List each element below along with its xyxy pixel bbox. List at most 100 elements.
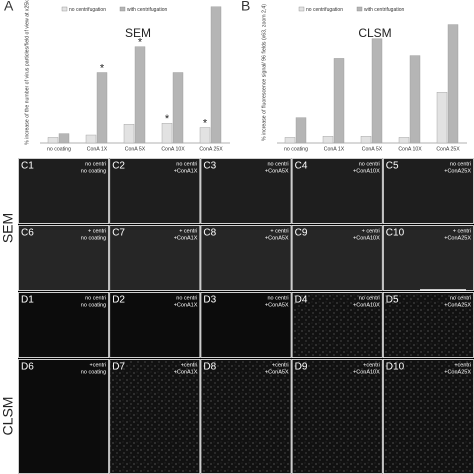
- panel-id: C9: [295, 228, 308, 239]
- image-panel: [382, 359, 474, 474]
- panel-letter: B: [241, 0, 250, 14]
- panel-caption: +centri: [363, 362, 380, 368]
- panel-id: D3: [203, 295, 216, 306]
- panel-caption: no centri: [267, 161, 288, 167]
- bar: [295, 117, 307, 144]
- bar: [96, 72, 108, 144]
- panel-caption: +ConA10X: [353, 302, 380, 308]
- panel-id: C8: [203, 228, 216, 239]
- x-tick-label: ConA 10X: [161, 146, 185, 152]
- bar: [436, 92, 448, 144]
- panel-caption: + centri: [88, 228, 106, 234]
- panel-caption: no centri: [359, 295, 380, 301]
- x-tick-label: ConA 25X: [436, 146, 460, 152]
- bar: [172, 72, 184, 144]
- panel-id: C7: [112, 228, 125, 239]
- image-panel: [382, 158, 474, 224]
- bar: [58, 133, 70, 144]
- panel-caption: +centri: [454, 362, 471, 368]
- legend-swatch: [119, 6, 126, 12]
- panel-caption: no coating: [81, 235, 106, 241]
- image-panel: [18, 158, 110, 224]
- legend-label: with centrifugation: [127, 7, 168, 13]
- image-panel: [18, 359, 110, 474]
- x-tick-label: ConA 5X: [362, 146, 383, 152]
- panel-id: D6: [21, 362, 34, 373]
- panel-id: D9: [295, 362, 308, 373]
- image-panel: [109, 292, 201, 358]
- panel-caption: +centri: [272, 362, 289, 368]
- panel-caption: no centri: [176, 161, 197, 167]
- image-panel: [109, 225, 201, 291]
- panel-caption: no centri: [267, 295, 288, 301]
- bar: [210, 6, 222, 144]
- annotation: *: [165, 113, 170, 125]
- bar: [134, 46, 146, 144]
- panel-id: D8: [203, 362, 216, 373]
- image-panel: [200, 225, 292, 291]
- bar: [409, 55, 421, 144]
- panel-caption: no coating: [81, 302, 106, 308]
- panel-caption: no coating: [81, 369, 106, 375]
- image-panel: [291, 158, 383, 224]
- image-panel: [18, 225, 110, 291]
- chart-title: CLSM: [358, 26, 391, 40]
- y-axis-label: % increase of fluorescence signal/ 96 fi…: [261, 4, 267, 141]
- panel-caption: +ConA1X: [174, 235, 198, 241]
- y-axis-label: % increase of the number of virus partic…: [24, 0, 30, 145]
- bar: [322, 136, 334, 144]
- panel-caption: + centri: [179, 228, 197, 234]
- panel-caption: +ConA10X: [353, 369, 380, 375]
- panel-caption: + centri: [453, 228, 471, 234]
- panel-caption: +ConA25X: [444, 235, 471, 241]
- panel-caption: +ConA1X: [174, 168, 198, 174]
- x-tick-label: ConA 25X: [199, 146, 223, 152]
- x-tick-label: ConA 10X: [398, 146, 422, 152]
- x-tick-label: no coating: [284, 146, 308, 152]
- panel-id: C4: [295, 161, 308, 172]
- panel-caption: +ConA5X: [265, 168, 289, 174]
- panel-id: D4: [295, 295, 308, 306]
- x-tick-label: ConA 5X: [125, 146, 146, 152]
- panel-caption: no centri: [176, 295, 197, 301]
- panel-id: C2: [112, 161, 125, 172]
- panel-caption: no centri: [85, 295, 106, 301]
- panel-caption: no centri: [85, 161, 106, 167]
- image-panel: [382, 292, 474, 358]
- x-tick-label: ConA 1X: [87, 146, 108, 152]
- panel-caption: +ConA5X: [265, 302, 289, 308]
- panel-id: D2: [112, 295, 125, 306]
- bar: [398, 137, 410, 144]
- panel-id: C5: [386, 161, 399, 172]
- bar: [85, 134, 97, 144]
- bar: [199, 127, 211, 144]
- annotation: *: [203, 117, 208, 129]
- bar: [371, 38, 383, 144]
- image-panel: [109, 359, 201, 474]
- legend-label: no centrifugation: [69, 7, 106, 13]
- legend-label: no centrifugation: [306, 7, 343, 13]
- panel-id: C1: [21, 161, 34, 172]
- panel-caption: +ConA25X: [444, 302, 471, 308]
- panel-caption: + centri: [362, 228, 380, 234]
- image-panel: [291, 225, 383, 291]
- panel-caption: +centri: [181, 362, 198, 368]
- image-panel: [200, 158, 292, 224]
- panel-id: D1: [21, 295, 34, 306]
- panel-id: D7: [112, 362, 125, 373]
- bar: [47, 137, 59, 144]
- bar: [333, 58, 345, 144]
- image-panel: [291, 359, 383, 474]
- image-panel: [200, 359, 292, 474]
- legend-swatch: [298, 6, 305, 12]
- panel-caption: +ConA5X: [265, 235, 289, 241]
- bar: [123, 123, 135, 144]
- image-panel: [382, 225, 474, 291]
- legend-swatch: [61, 6, 68, 12]
- panel-id: D5: [386, 295, 399, 306]
- bar: [284, 137, 296, 144]
- panel-caption: no centri: [450, 295, 471, 301]
- panel-caption: +ConA25X: [444, 369, 471, 375]
- image-panel: [291, 292, 383, 358]
